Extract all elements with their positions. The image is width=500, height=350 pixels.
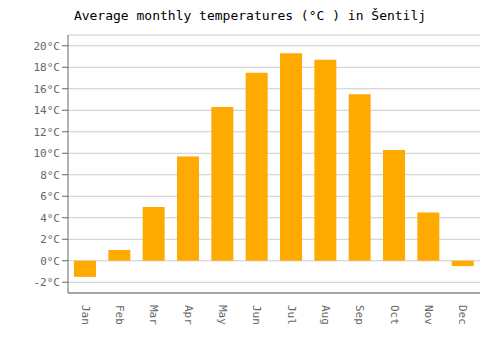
- svg-text:Nov: Nov: [422, 305, 435, 325]
- svg-text:10°C: 10°C: [34, 147, 61, 160]
- svg-text:6°C: 6°C: [40, 190, 60, 203]
- svg-text:Jan: Jan: [79, 305, 92, 325]
- html-text:Average monthly temperatures (: Average monthly temperatures (°C ) in Še…: [73, 8, 427, 23]
- svg-text:Oct: Oct: [388, 305, 401, 325]
- svg-text:18°C: 18°C: [34, 61, 61, 74]
- svg-text:16°C: 16°C: [34, 83, 61, 96]
- svg-text:Apr: Apr: [182, 305, 195, 325]
- svg-text:4°C: 4°C: [40, 212, 60, 225]
- svg-text:Sep: Sep: [353, 305, 366, 325]
- svg-text:8°C: 8°C: [40, 169, 60, 182]
- svg-text:Jun: Jun: [250, 305, 263, 325]
- svg-text:20°C: 20°C: [34, 40, 61, 53]
- svg-text:Jul: Jul: [285, 305, 298, 325]
- svg-text:14°C: 14°C: [34, 104, 61, 117]
- svg-text:12°C: 12°C: [34, 126, 61, 139]
- svg-text:0°C: 0°C: [40, 255, 60, 268]
- svg-text:Dec: Dec: [456, 305, 469, 325]
- svg-text:Mar: Mar: [147, 305, 160, 325]
- svg-text:2°C: 2°C: [40, 233, 60, 246]
- svg-text:Feb: Feb: [113, 305, 126, 325]
- svg-text:May: May: [216, 305, 229, 325]
- svg-text:-2°C: -2°C: [34, 276, 61, 289]
- svg-text:Aug: Aug: [319, 305, 332, 325]
